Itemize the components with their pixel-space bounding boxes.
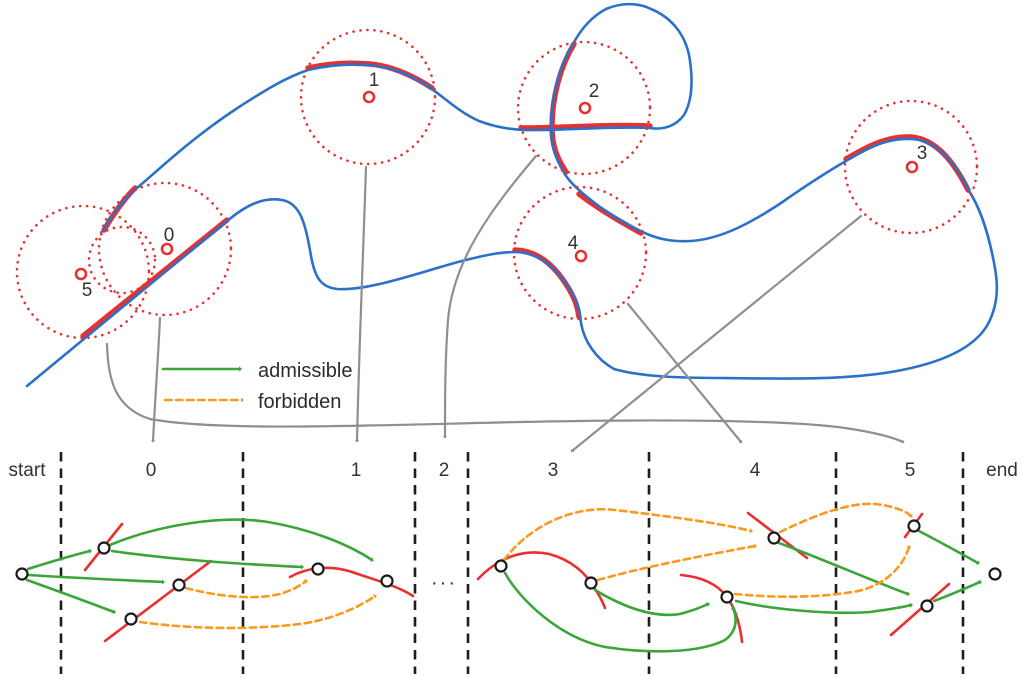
edge-admissible-start-0b	[27, 575, 163, 582]
mapping-arrow-3	[572, 214, 863, 453]
circle-label-0: 0	[164, 225, 175, 246]
legend-forbidden-label: forbidden	[258, 391, 341, 413]
edge-admissible-start-0a	[26, 551, 90, 571]
edge-admissible-5a-end	[917, 529, 978, 563]
edge-admissible-0a-1b	[108, 518, 372, 560]
graph-ellipsis: ···	[431, 572, 457, 594]
edge-admissible-4a-5b	[777, 541, 908, 594]
edge-admissible-start-0c	[25, 578, 114, 612]
legend-admissible-label: admissible	[258, 360, 352, 382]
vicinity-circle-1	[299, 28, 437, 166]
trajectory-path	[25, 2, 999, 388]
vicinity-circle-0	[97, 181, 233, 317]
column-label-2: 2	[439, 460, 450, 481]
circle-label-2: 2	[589, 81, 600, 102]
waypoint-marker-1	[362, 90, 376, 104]
vicinity-circle-5	[15, 204, 151, 340]
column-label-3: 3	[548, 460, 559, 481]
graph-node-1a	[311, 562, 325, 576]
mapping-arrow-1	[357, 165, 368, 441]
column-label-4: 4	[750, 460, 761, 481]
graph-node-5b	[920, 599, 934, 613]
mapping-arrow-5	[105, 342, 903, 442]
circle-labels: 0 1 2 3 4 5	[82, 70, 928, 301]
waypoint-marker-5	[74, 267, 88, 281]
heading-line-node-5b	[889, 582, 951, 637]
edge-admissible-4b-5b	[734, 601, 911, 613]
waypoint-marker-3	[905, 160, 919, 174]
mapping-arrows	[105, 154, 903, 453]
edge-forbidden-4b-5a	[733, 547, 909, 598]
column-labels: start 0 1 2 3 4 5 end	[9, 460, 1018, 481]
mapping-arrow-2	[445, 154, 538, 437]
vicinity-circle-3	[843, 99, 979, 235]
vicinity-circles	[15, 28, 979, 340]
forbidden-edges	[138, 502, 911, 630]
waypoint-markers	[74, 90, 919, 281]
edge-admissible-0a-1a	[110, 549, 302, 567]
mapping-arrow-4	[626, 302, 743, 442]
circle-label-5: 5	[82, 280, 93, 301]
graph-node-0c	[124, 612, 138, 626]
graph-node-0a	[97, 541, 111, 555]
column-label-1: 1	[351, 460, 362, 481]
covered-segment-2-horizontal	[518, 122, 653, 131]
node-heading-lines	[83, 511, 951, 644]
graph-node-5a	[907, 519, 921, 533]
heading-line-nodes-0bc	[103, 559, 213, 643]
graph-node-end	[988, 567, 1002, 581]
graph-node-4b	[720, 590, 734, 604]
column-label-start: start	[9, 460, 47, 481]
circle-label-3: 3	[917, 143, 928, 164]
trajectory-plot: 0 1 2 3 4 5 admissible forbidden	[15, 2, 999, 453]
legend: admissible forbidden	[161, 360, 352, 413]
graph-node-1b	[380, 574, 394, 588]
vicinity-circle-4	[512, 185, 648, 321]
graph-nodes	[15, 519, 1002, 626]
covered-segment-4-main	[512, 247, 582, 320]
vicinity-circle-small	[87, 225, 157, 295]
graph-node-4a	[767, 531, 781, 545]
waypoint-marker-2	[578, 101, 592, 115]
edge-forbidden-0b-1a	[184, 581, 306, 599]
mapping-arrow-0	[153, 316, 160, 441]
waypoint-marker-0	[160, 242, 174, 256]
edge-forbidden-4a-5a	[778, 502, 911, 534]
heading-line-nodes-3ab	[476, 551, 607, 610]
heading-line-nodes-1ab	[288, 566, 415, 598]
edge-forbidden-3a-4a	[502, 507, 751, 562]
edge-forbidden-3b-4a	[596, 546, 755, 582]
graph-node-3b	[584, 576, 598, 590]
column-label-0: 0	[146, 460, 157, 481]
vicinity-circle-2	[516, 40, 652, 176]
edge-admissible-3a-4b	[503, 571, 736, 653]
circle-label-1: 1	[369, 70, 380, 91]
graph-node-0b	[172, 578, 186, 592]
edge-admissible-5b-end	[932, 582, 980, 603]
column-separators	[59, 452, 965, 674]
graph-node-start	[15, 567, 29, 581]
edge-forbidden-0c-1b	[138, 596, 375, 630]
circle-label-4: 4	[568, 233, 579, 254]
waypoint-marker-4	[574, 249, 588, 263]
covered-segments	[80, 41, 971, 339]
edge-admissible-3b-4b	[593, 588, 708, 617]
column-label-5: 5	[905, 460, 916, 481]
column-label-end: end	[986, 460, 1018, 481]
admissible-edges	[25, 518, 980, 653]
transition-graph: start 0 1 2 3 4 5 end ···	[9, 452, 1018, 674]
graph-node-3a	[494, 559, 508, 573]
